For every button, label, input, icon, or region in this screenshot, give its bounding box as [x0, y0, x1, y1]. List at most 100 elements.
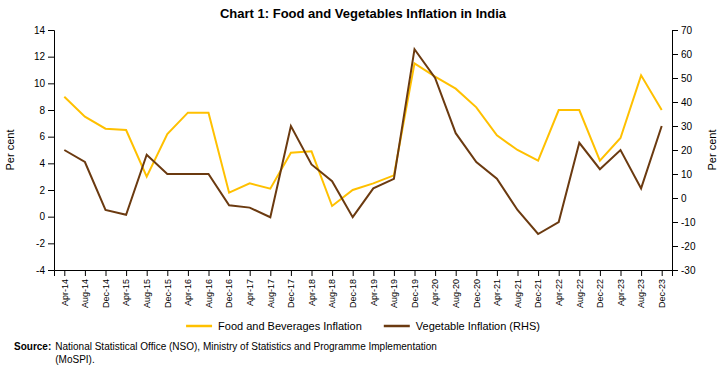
tick: Apr-15: [121, 270, 131, 306]
tick-label: 2: [39, 185, 45, 196]
tick: Aug-19: [389, 270, 399, 308]
tick-mark: [48, 57, 54, 58]
axis-line: [55, 271, 673, 277]
source-text: (MoSPI).: [55, 354, 94, 365]
tick-mark: [48, 217, 54, 218]
source-label: Source:: [14, 341, 51, 352]
tick: Apr-19: [369, 270, 379, 306]
tick-mark: [312, 270, 313, 276]
tick-mark: [672, 174, 678, 175]
tick-mark: [48, 190, 54, 191]
y-axis: -4-202468101214: [34, 25, 55, 276]
tick-mark: [662, 270, 663, 276]
tick: Dec-20: [472, 270, 482, 308]
tick: Dec-16: [224, 270, 234, 308]
tick-label: Apr-20: [430, 279, 440, 306]
tick-label: -2: [36, 238, 45, 249]
tick-mark: [476, 270, 477, 276]
legend-item: Vegetable Inflation (RHS): [384, 320, 540, 332]
tick-label: Aug-20: [451, 279, 461, 308]
tick-mark: [291, 270, 292, 276]
tick: Aug-16: [204, 270, 214, 308]
tick: 20: [672, 145, 693, 156]
legend: Food and Beverages Inflation Vegetable In…: [186, 320, 540, 332]
tick-label: Apr-22: [554, 279, 564, 306]
tick-mark: [672, 78, 678, 79]
tick-mark: [373, 270, 374, 276]
tick: Dec-17: [286, 270, 296, 308]
tick-label: Apr-17: [245, 279, 255, 306]
tick-mark: [229, 270, 230, 276]
tick-label: -20: [681, 241, 696, 252]
legend-item: Food and Beverages Inflation: [186, 320, 362, 332]
marks: [64, 49, 661, 234]
tick-label: 40: [681, 97, 693, 108]
tick-label: 50: [681, 73, 693, 84]
tick: Aug-22: [575, 270, 585, 308]
tick: Dec-19: [410, 270, 420, 308]
tick-mark: [621, 270, 622, 276]
tick-label: 70: [681, 25, 693, 36]
tick-label: Aug-21: [513, 279, 523, 308]
tick: Dec-14: [101, 270, 111, 308]
tick-label: 4: [39, 158, 45, 169]
tick-label: -30: [681, 265, 696, 276]
tick: Dec-15: [163, 270, 173, 308]
tick: Dec-23: [657, 270, 667, 308]
tick-mark: [48, 137, 54, 138]
tick-label: 0: [39, 211, 45, 222]
tick-mark: [538, 270, 539, 276]
axis-title: Per cent: [706, 130, 718, 171]
tick: 60: [672, 49, 693, 60]
tick: 12: [34, 51, 54, 62]
tick-mark: [579, 270, 580, 276]
tick: 0: [672, 193, 687, 204]
tick-mark: [64, 270, 65, 276]
tick-label: Apr-21: [492, 279, 502, 306]
tick-mark: [641, 270, 642, 276]
tick-label: 10: [681, 169, 693, 180]
tick: 2: [39, 185, 54, 196]
tick-label: 30: [681, 121, 693, 132]
tick-label: Apr-23: [616, 279, 626, 306]
tick-mark: [497, 270, 498, 276]
tick: -10: [672, 217, 696, 228]
tick-label: Aug-16: [204, 279, 214, 308]
tick-mark: [250, 270, 251, 276]
tick-label: Dec-19: [410, 279, 420, 308]
tick-mark: [672, 54, 678, 55]
tick: 0: [39, 211, 54, 222]
tick-mark: [48, 163, 54, 164]
tick-mark: [126, 270, 127, 276]
tick-label: Dec-18: [348, 279, 358, 308]
tick-label: 6: [39, 131, 45, 142]
tick-mark: [147, 270, 148, 276]
tick-label: Aug-18: [327, 279, 337, 308]
tick-mark: [188, 270, 189, 276]
tick-label: 12: [34, 51, 46, 62]
tick: Apr-21: [492, 270, 502, 306]
tick: 8: [39, 105, 54, 116]
plot: -4-202468101214-30-20-10010203040506070A…: [34, 25, 696, 308]
tick: Dec-21: [533, 270, 543, 308]
tick-label: Aug-23: [636, 279, 646, 308]
tick-label: Aug-19: [389, 279, 399, 308]
tick-mark: [394, 270, 395, 276]
tick: 40: [672, 97, 693, 108]
tick: Apr-14: [60, 270, 70, 306]
axis-line: [48, 31, 55, 271]
tick: 50: [672, 73, 693, 84]
tick-mark: [672, 198, 678, 199]
tick: Apr-18: [307, 270, 317, 306]
legend-label: Vegetable Inflation (RHS): [416, 320, 540, 332]
tick-mark: [167, 270, 168, 276]
title: Chart 1: Food and Vegetables Inflation i…: [220, 6, 507, 21]
tick-label: 0: [681, 193, 687, 204]
tick-mark: [48, 270, 54, 271]
tick-mark: [456, 270, 457, 276]
tick-label: Apr-15: [121, 279, 131, 306]
tick: Apr-17: [245, 270, 255, 306]
legend-swatch: [384, 325, 410, 328]
legend-swatch: [186, 325, 212, 328]
tick-label: Dec-15: [163, 279, 173, 308]
